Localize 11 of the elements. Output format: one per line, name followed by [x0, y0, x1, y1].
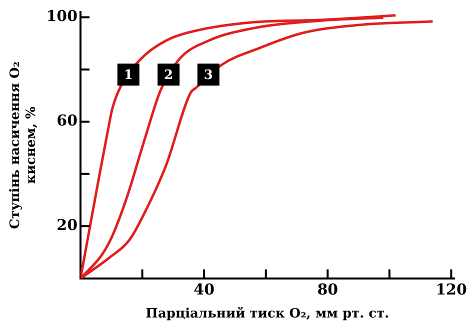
annotation: 1 [124, 68, 133, 84]
y-tick-label: 20 [56, 216, 78, 234]
x-axis-title: Парціальний тиск O₂, мм рт. ст. [146, 306, 390, 322]
y-tick-label: 100 [46, 7, 78, 26]
x-tick-label: 40 [194, 280, 215, 298]
x-tick-label: 120 [436, 280, 467, 298]
y-tick-label: 60 [56, 112, 78, 130]
annotation: 2 [164, 68, 174, 84]
annotation: 3 [204, 68, 213, 84]
y-axis-title: Ступінь насичення O₂ киснем, % [8, 61, 39, 229]
x-tick-label: 80 [317, 280, 338, 298]
